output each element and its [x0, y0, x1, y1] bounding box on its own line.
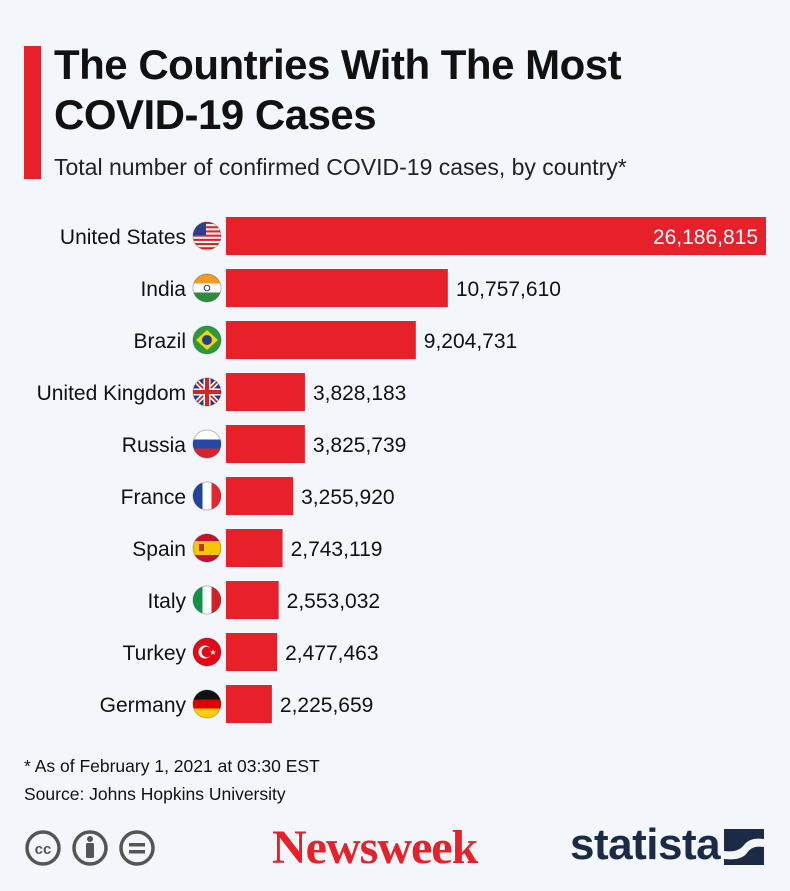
chart-subtitle: Total number of confirmed COVID-19 cases… [54, 154, 627, 180]
bar [226, 321, 416, 359]
bar [226, 581, 279, 619]
statista-mark-icon [724, 829, 764, 865]
uk-flag-icon [192, 377, 222, 407]
italy-flag-icon [192, 585, 222, 615]
attribution-icon [72, 830, 108, 866]
us-flag-icon [192, 221, 222, 251]
category-label: Russia [122, 434, 187, 457]
brazil-flag-icon [192, 325, 222, 355]
newsweek-logo: Newsweek [272, 821, 478, 874]
source-note: Source: Johns Hopkins University [24, 784, 286, 804]
license-icons: cc [25, 830, 155, 866]
svg-text:cc: cc [35, 841, 52, 858]
bar [226, 425, 305, 463]
bar [226, 477, 294, 515]
category-label: India [140, 278, 186, 301]
title-accent-bar [24, 46, 41, 179]
category-label: Spain [132, 538, 186, 561]
chart-title: The Countries With The Most COVID-19 Cas… [54, 41, 622, 138]
data-label: 3,828,183 [313, 382, 406, 405]
category-label: Italy [147, 590, 186, 613]
category-label: Brazil [133, 330, 186, 353]
turkey-flag-icon [192, 637, 222, 667]
russia-flag-icon [192, 429, 222, 459]
spain-flag-icon [192, 533, 222, 563]
data-label: 9,204,731 [424, 330, 517, 353]
bar [226, 633, 278, 671]
france-flag-icon [192, 481, 222, 511]
bar [226, 529, 283, 567]
statista-logo: statista [570, 820, 721, 869]
data-label: 2,553,032 [287, 590, 380, 613]
data-label: 3,255,920 [301, 486, 394, 509]
data-label: 26,186,815 [653, 226, 758, 249]
bar [226, 373, 305, 411]
no-derivatives-icon [119, 830, 155, 866]
category-label: France [121, 486, 186, 509]
bar [226, 217, 766, 255]
data-label: 3,825,739 [313, 434, 406, 457]
footnote: * As of February 1, 2021 at 03:30 EST [24, 756, 320, 776]
data-label: 2,477,463 [285, 642, 378, 665]
category-label: Germany [100, 694, 187, 717]
data-label: 10,757,610 [456, 278, 561, 301]
data-label: 2,743,119 [291, 538, 383, 561]
bar [226, 269, 448, 307]
bar-chart: United States 26,186,815 India 10,757,610 Br… [37, 217, 766, 723]
india-flag-icon [192, 273, 222, 303]
germany-flag-icon [192, 689, 222, 719]
bar [226, 685, 272, 723]
category-label: United Kingdom [37, 382, 186, 405]
data-label: 2,225,659 [280, 694, 373, 717]
category-label: Turkey [123, 642, 187, 665]
cc-icon: cc [25, 830, 61, 866]
category-label: United States [60, 226, 186, 249]
